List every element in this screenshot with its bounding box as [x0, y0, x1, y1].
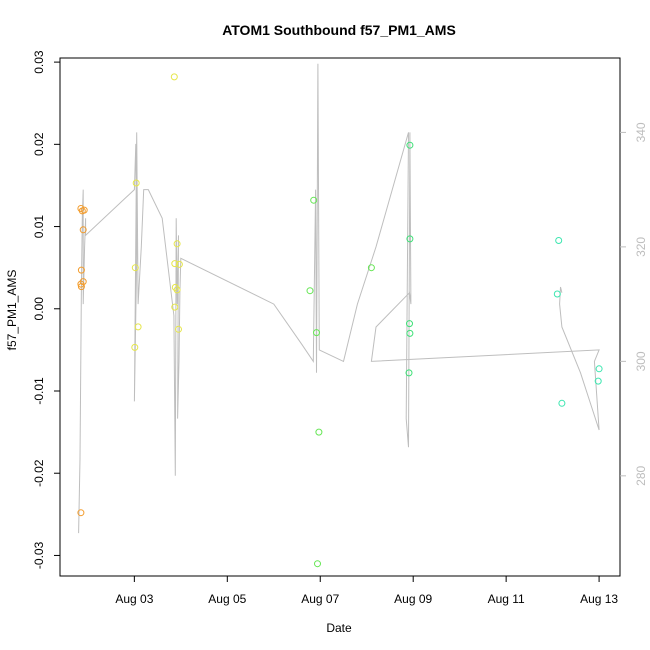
data-point — [558, 399, 566, 407]
data-point — [314, 560, 321, 568]
data-point — [175, 260, 183, 268]
data-point — [595, 365, 603, 373]
right-y-tick-label: 280 — [634, 465, 648, 485]
data-point — [173, 286, 181, 294]
right-y-tick-label: 300 — [634, 351, 648, 371]
data-point — [170, 73, 178, 81]
y-tick-label: 0.01 — [32, 215, 46, 239]
y-tick-label: -0.03 — [32, 541, 46, 569]
data-point — [306, 287, 314, 295]
y-tick-label: 0.03 — [32, 50, 46, 74]
data-point — [77, 266, 85, 274]
data-point — [79, 226, 87, 234]
data-point — [406, 141, 414, 149]
right-y-axis: 280 300 320 340 — [620, 122, 648, 486]
right-y-tick-label: 320 — [634, 237, 648, 257]
data-point — [80, 206, 88, 214]
y-tick-label: 0.00 — [32, 297, 46, 321]
y-axis-label: f57_PM1_AMS — [5, 270, 19, 351]
data-point — [367, 264, 375, 272]
data-point — [77, 280, 85, 288]
y-tick-label: 0.02 — [32, 132, 46, 156]
x-tick-label: Aug 05 — [208, 592, 246, 606]
y-tick-label: -0.01 — [32, 377, 46, 405]
data-point — [131, 343, 139, 351]
x-axis-label: Date — [326, 621, 352, 635]
x-tick-label: Aug 03 — [115, 592, 153, 606]
data-point — [313, 329, 320, 337]
right-y-tick-label: 340 — [634, 122, 648, 142]
x-tick-label: Aug 13 — [580, 592, 618, 606]
data-point — [131, 264, 139, 272]
y-tick-label: -0.02 — [32, 459, 46, 487]
x-tick-label: Aug 07 — [301, 592, 339, 606]
data-point — [406, 329, 414, 337]
data-point — [405, 369, 413, 377]
data-point — [134, 323, 142, 331]
x-axis: Aug 03 Aug 05 Aug 07 Aug 09 Aug 11 Aug 13 — [115, 576, 618, 606]
chart-title: ATOM1 Southbound f57_PM1_AMS — [222, 22, 456, 38]
data-point — [310, 196, 318, 204]
data-point — [553, 290, 561, 298]
data-point — [555, 237, 563, 244]
data-point — [171, 260, 179, 268]
data-point — [171, 303, 179, 311]
data-point — [77, 509, 85, 517]
x-tick-label: Aug 09 — [394, 592, 432, 606]
data-point — [173, 240, 181, 248]
direction-line-layer — [78, 63, 600, 534]
data-point — [406, 235, 414, 243]
points-layer — [77, 73, 603, 568]
x-tick-label: Aug 11 — [488, 592, 525, 606]
data-point — [132, 179, 140, 187]
data-point — [77, 283, 85, 291]
direction-line — [78, 63, 600, 534]
y-axis: -0.03 -0.02 -0.01 0.00 0.01 0.02 0.03 — [32, 50, 60, 569]
data-point — [594, 377, 602, 385]
plot-frame — [59, 57, 621, 577]
data-point — [406, 320, 413, 328]
data-point — [175, 325, 182, 333]
data-point — [315, 428, 323, 436]
